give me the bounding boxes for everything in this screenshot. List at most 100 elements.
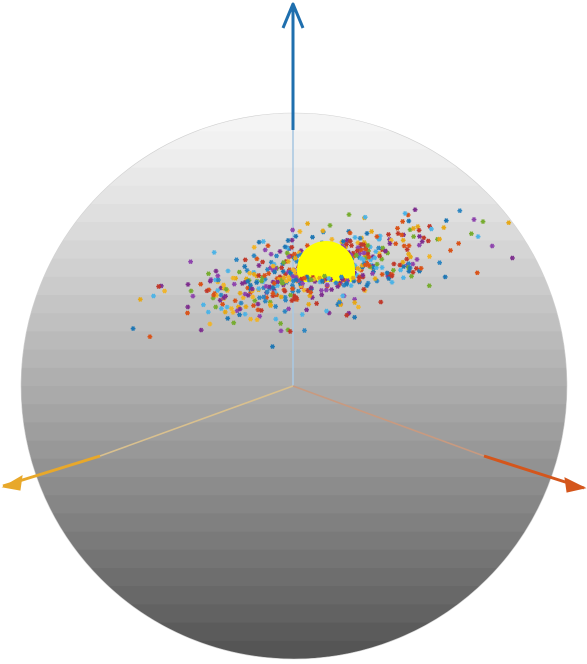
scatter-point [310,234,315,240]
scatter-point [379,271,385,277]
scatter-point [254,317,260,323]
scatter-point [350,275,356,281]
scatter-point [314,301,320,306]
scatter-point [190,293,196,299]
scatter-point [413,265,419,271]
scatter-point [270,290,276,296]
scatter-point [410,269,416,275]
scatter-point [389,273,395,279]
sphere-band [21,549,567,569]
scatter-point [408,254,413,260]
scatter-point [358,247,364,253]
scatter-point [215,287,221,293]
scatter-point [245,292,251,298]
scatter-point [289,298,295,304]
scatter-point [352,234,358,240]
scatter-point [416,227,422,233]
scatter-point [329,236,335,242]
scatter-point [278,294,284,300]
scatter-point [357,235,363,241]
scatter-point [222,309,228,315]
scatter-point [407,265,413,271]
scatter-point [489,243,495,249]
y-axis-inner [292,385,485,457]
scatter-point [361,286,367,292]
sphere-band [21,367,567,387]
scatter-point [398,267,404,273]
scatter-point [362,214,368,220]
scatter-point [185,304,191,310]
scatter-point [471,217,477,222]
scatter-point [188,259,194,265]
scatter-point [426,283,432,289]
scatter-point [400,275,406,281]
scatter-point [213,304,219,310]
scatter-point [448,247,453,253]
scatter-point [147,334,153,340]
scatter-point [291,251,297,257]
scatter-point [270,285,276,291]
scatter-point [293,233,299,239]
scatter-point [279,265,285,271]
scatter-point [416,242,422,248]
scatter-point [225,268,231,274]
scatter-point [409,273,414,279]
scatter-point [344,241,349,247]
scatter-point [137,296,143,302]
scatter-point [223,286,229,292]
scatter-point [281,259,287,265]
scatter-point [399,232,405,238]
scatter-point [319,278,325,284]
scatter-point [417,233,422,239]
scatter-point [382,248,388,254]
scatter-point [390,267,396,273]
scatter-point [290,227,296,233]
scatter-point [207,278,213,284]
scatter-point [249,286,255,292]
sphere-band [21,604,567,624]
scatter-point [262,273,268,278]
scatter-point [277,248,283,254]
scatter-point [389,279,395,285]
scatter-point [257,313,263,319]
scatter-point [510,255,515,261]
scatter-point [369,229,375,234]
sphere-band [21,586,567,605]
sphere-band [21,404,567,423]
sphere-band [21,295,567,314]
scatter-point [218,306,224,312]
scatter-point [281,275,287,281]
scatter-point [340,293,346,299]
scatter-point [237,290,243,296]
scatter-point [240,295,246,301]
scatter-point [387,241,393,246]
scatter-point [285,274,291,280]
scatter-point [336,299,342,305]
scatter-point [130,326,136,332]
scatter-point [185,310,190,316]
scatter-point [289,244,295,250]
scatter-points-front [130,207,515,350]
scatter-point [268,251,274,257]
scatter-point [271,281,277,286]
scatter-point [268,303,274,309]
scatter-point [349,243,354,248]
scatter-point [280,268,286,274]
sphere-band [21,204,567,223]
scatter-point [213,268,219,274]
scatter-point [441,225,447,231]
scatter-point [285,238,291,243]
scatter-point [361,250,367,256]
scatter-point [355,304,361,310]
scatter-point [360,272,366,278]
sphere-band [21,622,567,642]
scatter-point [221,295,227,301]
scatter-point [456,240,462,246]
scatter-point [185,281,191,287]
scatter-point [286,306,292,312]
sphere-band [21,458,567,478]
scatter-point [366,254,372,260]
scatter-point [273,304,279,309]
scatter-point [410,261,416,267]
scatter-point [304,243,310,249]
